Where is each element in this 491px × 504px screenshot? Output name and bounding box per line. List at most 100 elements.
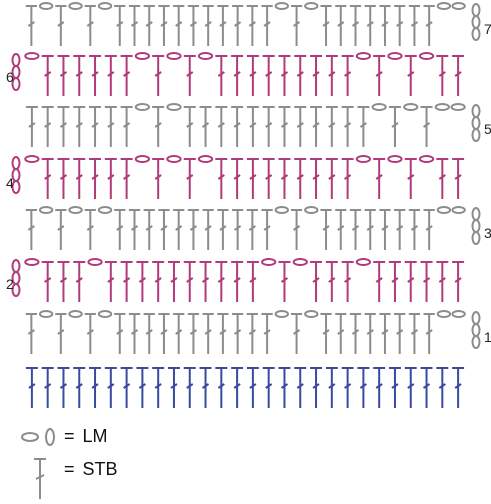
treble-stitch xyxy=(373,55,386,96)
treble-stitch xyxy=(25,313,37,354)
treble-stitch xyxy=(173,313,185,354)
treble-stitch xyxy=(104,367,117,408)
legend-equals: = xyxy=(64,425,75,446)
treble-stitch xyxy=(158,5,170,46)
chain-stitch xyxy=(387,155,403,163)
treble-stitch xyxy=(202,313,214,354)
treble-stitch xyxy=(325,55,338,96)
treble-stitch xyxy=(217,5,229,46)
treble-stitch xyxy=(379,209,391,250)
treble-stitch xyxy=(294,158,307,199)
chain-stitch xyxy=(274,310,290,318)
chain-stitch xyxy=(304,310,319,318)
chain-stitch xyxy=(403,103,419,111)
treble-stitch xyxy=(262,158,275,199)
turning-chain xyxy=(471,231,481,245)
chain-stitch xyxy=(68,2,83,10)
chain-stitch xyxy=(451,310,466,318)
treble-stitch xyxy=(290,5,303,46)
treble-stitch xyxy=(136,367,149,408)
turning-chain xyxy=(471,128,481,142)
treble-stitch xyxy=(310,158,323,199)
chain-stitch xyxy=(97,2,113,10)
treble-stitch xyxy=(294,106,307,147)
treble-stitch xyxy=(294,55,307,96)
treble-stitch xyxy=(128,5,141,46)
stitch-row-4 xyxy=(11,155,465,199)
treble-stitch xyxy=(55,209,67,250)
treble-stitch xyxy=(278,158,291,199)
treble-stitch xyxy=(143,209,155,250)
treble-stitch xyxy=(404,158,417,199)
treble-stitch xyxy=(404,367,417,408)
treble-stitch xyxy=(373,158,386,199)
treble-stitch xyxy=(246,261,259,302)
treble-stitch xyxy=(404,261,417,302)
treble-stitch xyxy=(183,55,196,96)
treble-stitch xyxy=(394,5,406,46)
treble-stitch xyxy=(215,55,228,96)
chain-stitch xyxy=(355,155,372,163)
treble-stitch xyxy=(158,209,170,250)
legend-item-treble: = STB xyxy=(18,455,118,501)
turning-chain xyxy=(471,116,481,130)
treble-stitch xyxy=(128,313,141,354)
stitch-row-foundation xyxy=(25,367,465,408)
treble-stitch xyxy=(278,55,291,96)
stitch-row-2 xyxy=(11,258,465,302)
legend-label-lm: LM xyxy=(82,425,108,446)
chain-stitch xyxy=(304,206,319,214)
treble-stitch xyxy=(152,106,165,147)
row-label-7: 7 xyxy=(484,21,491,37)
stitch-row-6 xyxy=(11,52,465,96)
chain-stitch xyxy=(134,155,151,163)
treble-stitch xyxy=(114,313,126,354)
chain-stitch xyxy=(261,258,277,266)
treble-stitch xyxy=(183,158,196,199)
treble-stitch xyxy=(73,367,86,408)
treble-stitch xyxy=(246,55,259,96)
chain-stitch xyxy=(197,155,214,163)
treble-stitch xyxy=(408,5,421,46)
turning-chain xyxy=(471,311,481,325)
treble-stitch xyxy=(320,5,332,46)
treble-stitch xyxy=(231,158,244,199)
treble-stitch xyxy=(202,5,214,46)
chain-stitch xyxy=(197,52,214,60)
treble-stitch xyxy=(290,209,303,250)
treble-stitch xyxy=(246,313,258,354)
treble-stitch xyxy=(199,367,212,408)
treble-stitch xyxy=(41,106,54,147)
treble-stitch xyxy=(152,158,165,199)
treble-stitch xyxy=(423,313,435,354)
treble-stitch xyxy=(104,158,117,199)
chain-stitch xyxy=(38,2,54,10)
treble-stitch xyxy=(388,106,401,147)
chain-stitch xyxy=(451,2,466,10)
chain-stitch xyxy=(134,52,151,60)
chain-stitch xyxy=(24,52,40,60)
treble-stitch xyxy=(261,313,273,354)
treble-stitch xyxy=(394,313,406,354)
treble-stitch xyxy=(202,209,214,250)
treble-stitch xyxy=(357,367,370,408)
treble-stitch xyxy=(120,367,133,408)
treble-stitch xyxy=(452,55,465,96)
row-label-4: 4 xyxy=(6,175,14,191)
treble-stitch xyxy=(215,261,228,302)
treble-stitch xyxy=(232,5,244,46)
treble-stitch xyxy=(436,55,449,96)
chain-stitch xyxy=(450,103,466,111)
treble-stitch xyxy=(231,55,244,96)
chain-stitch xyxy=(24,258,40,266)
treble-stitch xyxy=(325,106,338,147)
chain-stitch xyxy=(166,155,182,163)
treble-stitch xyxy=(231,106,244,147)
treble-stitch xyxy=(55,5,67,46)
treble-stitch xyxy=(73,261,86,302)
treble-stitch xyxy=(335,5,347,46)
treble-stitch xyxy=(364,313,376,354)
treble-stitch xyxy=(436,367,449,408)
chain-stitch xyxy=(38,310,54,318)
treble-stitch xyxy=(136,261,149,302)
